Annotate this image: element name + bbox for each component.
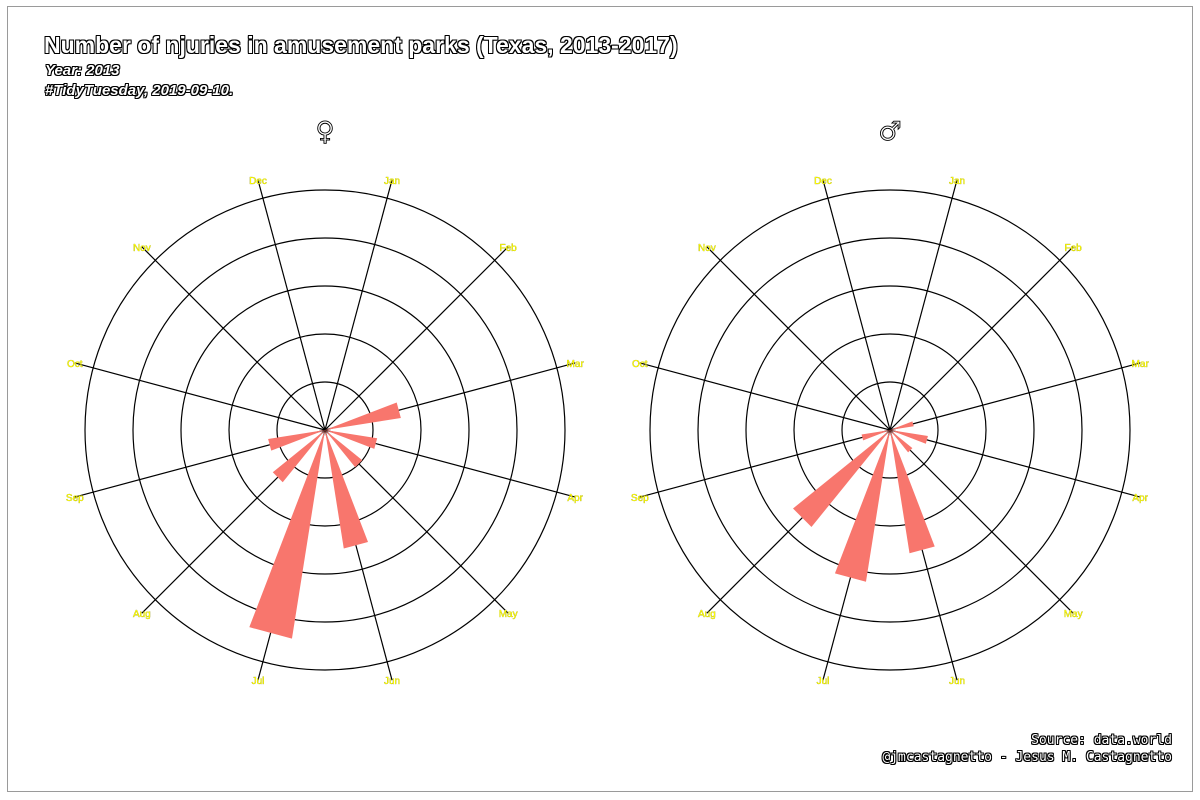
grid-spoke (889, 429, 1141, 498)
grid-ring (228, 333, 422, 527)
grid-spoke (889, 362, 1141, 431)
month-label-oct: Oct (632, 359, 648, 370)
chart-title: Number of njuries in amusement parks (Te… (44, 32, 678, 58)
month-label-mar: Mar (567, 359, 585, 370)
grid-ring (793, 333, 987, 527)
grid-spoke (141, 246, 326, 431)
chart-caption: #TidyTuesday, 2019-09-10. (45, 82, 234, 99)
polar-panel: ♀ Jan Feb Mar Apr May Jun Jul Aug Sep Oct Nov Dec (66, 117, 585, 688)
month-label-apr: Apr (1132, 493, 1148, 504)
month-label-sep: Sep (631, 493, 649, 504)
bar-may (890, 430, 913, 453)
month-label-aug: Aug (133, 609, 151, 620)
month-label-nov: Nov (698, 243, 716, 254)
month-label-jun: Jun (384, 676, 400, 687)
month-label-jul: Jul (252, 676, 265, 687)
grid-spoke (889, 429, 1074, 614)
grid-spoke (889, 246, 1074, 431)
month-label-oct: Oct (67, 359, 83, 370)
grid-ring (180, 285, 470, 575)
panel-title: ♀ (315, 117, 334, 147)
month-label-mar: Mar (1132, 359, 1150, 370)
bar-may (325, 430, 363, 468)
panel-title: ♂ (878, 117, 901, 147)
grid-spoke (822, 179, 891, 431)
grid-spoke (257, 179, 326, 431)
plot-frame (7, 6, 1193, 792)
month-label-jul: Jul (817, 676, 830, 687)
grid-ring (84, 189, 566, 671)
source-note: Source: data.world (1031, 733, 1172, 748)
month-label-aug: Aug (698, 609, 716, 620)
month-label-jun: Jun (949, 676, 965, 687)
grid-ring (745, 285, 1035, 575)
bar-apr (890, 430, 928, 444)
month-label-apr: Apr (567, 493, 583, 504)
month-label-may: May (499, 609, 518, 620)
grid-ring (697, 237, 1083, 623)
bar-aug (793, 430, 890, 527)
bar-jul (834, 430, 890, 582)
grid-spoke (324, 246, 509, 431)
grid-spoke (706, 246, 891, 431)
month-label-dec: Dec (814, 176, 832, 187)
month-label-nov: Nov (133, 243, 151, 254)
month-label-jan: Jan (949, 176, 965, 187)
month-label-feb: Feb (500, 243, 518, 254)
bar-mar (890, 421, 914, 430)
bar-sep (861, 430, 890, 441)
polar-panel: ♂ Jan Feb Mar Apr May Jun Jul Aug Sep Oct Nov Dec (631, 117, 1150, 688)
month-label-sep: Sep (66, 493, 84, 504)
grid-ring (841, 381, 939, 479)
month-label-may: May (1064, 609, 1083, 620)
month-label-feb: Feb (1065, 243, 1083, 254)
grid-spoke (639, 429, 891, 498)
grid-spoke (74, 362, 326, 431)
grid-spoke (639, 362, 891, 431)
bar-apr (325, 430, 378, 449)
bar-jul (249, 430, 325, 639)
chart-subtitle: Year: 2013 (45, 62, 120, 79)
grid-spoke (324, 179, 393, 431)
grid-ring (649, 189, 1131, 671)
month-label-dec: Dec (249, 176, 267, 187)
bar-aug (272, 430, 325, 483)
bar-mar (325, 402, 401, 430)
bar-jun (325, 430, 369, 549)
grid-ring (276, 381, 374, 479)
credit-note: @jmcastagnetto - Jesus M. Castagnetto (882, 750, 1172, 765)
grid-spoke (889, 179, 958, 431)
month-label-jan: Jan (384, 176, 400, 187)
bar-jun (890, 430, 935, 554)
bar-sep (268, 430, 325, 451)
grid-ring (132, 237, 518, 623)
